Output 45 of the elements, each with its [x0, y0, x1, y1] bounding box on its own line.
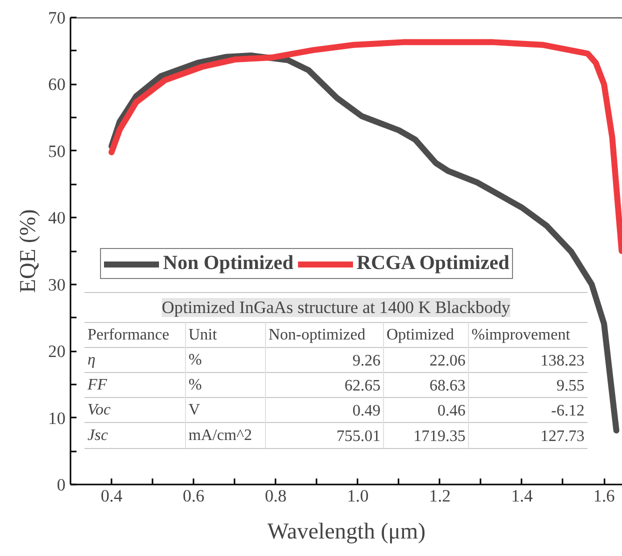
- x-tick-label: 1.0: [346, 486, 369, 506]
- annotation: Optimized: [386, 326, 454, 344]
- annotation: -6.12: [551, 402, 584, 420]
- annotation: 138.23: [540, 352, 584, 370]
- annotation: Voc: [88, 402, 111, 418]
- annotation: %: [188, 376, 202, 394]
- x-tick-label: 1.6: [593, 486, 616, 506]
- y-tick-label: 20: [48, 342, 66, 362]
- legend-label: Non Optimized: [163, 252, 294, 275]
- annotation: 755.01: [336, 428, 380, 445]
- x-tick-label: 0.4: [100, 486, 123, 506]
- annotation: Non-optimized: [268, 326, 366, 344]
- y-tick-label: 30: [48, 275, 66, 294]
- annotation: 127.73: [540, 428, 584, 445]
- annotation: η: [88, 352, 96, 368]
- x-tick-label: 1.2: [429, 486, 451, 506]
- annotation: 1719.35: [414, 428, 466, 445]
- x-tick-label: 0.6: [182, 486, 205, 506]
- annotation: 9.55: [556, 378, 584, 394]
- annotation: Performance: [88, 326, 170, 344]
- annotation: Optimized InGaAs structure at 1400 K Blackbody: [162, 298, 511, 317]
- y-tick-label: 0: [56, 476, 66, 494]
- annotation: mA/cm^2: [188, 427, 252, 444]
- x-axis-title: Wavelength (μm): [267, 518, 426, 544]
- annotation: Unit: [188, 326, 218, 344]
- y-tick-label: 60: [48, 75, 66, 94]
- legend-label: RCGA Optimized: [356, 252, 510, 275]
- annotation: %improvement: [472, 326, 571, 344]
- annotation: 22.06: [430, 352, 466, 370]
- annotation: FF: [86, 376, 108, 394]
- annotation: %: [188, 352, 202, 368]
- annotation: Jsc: [88, 427, 108, 444]
- annotation: 68.63: [430, 378, 466, 394]
- y-tick-label: 50: [48, 142, 66, 161]
- annotation: 62.65: [344, 378, 380, 394]
- x-tick-label: 1.4: [511, 486, 534, 506]
- annotation: 0.49: [352, 402, 380, 420]
- y-axis-title: EQE (%): [15, 209, 40, 293]
- y-tick-label: 10: [48, 408, 66, 428]
- annotation: V: [188, 402, 200, 418]
- y-tick-label: 40: [48, 208, 66, 228]
- annotation: 9.26: [352, 352, 380, 370]
- x-tick-label: 0.8: [264, 486, 287, 506]
- annotation: 0.46: [438, 402, 466, 420]
- y-tick-label: 70: [48, 8, 66, 28]
